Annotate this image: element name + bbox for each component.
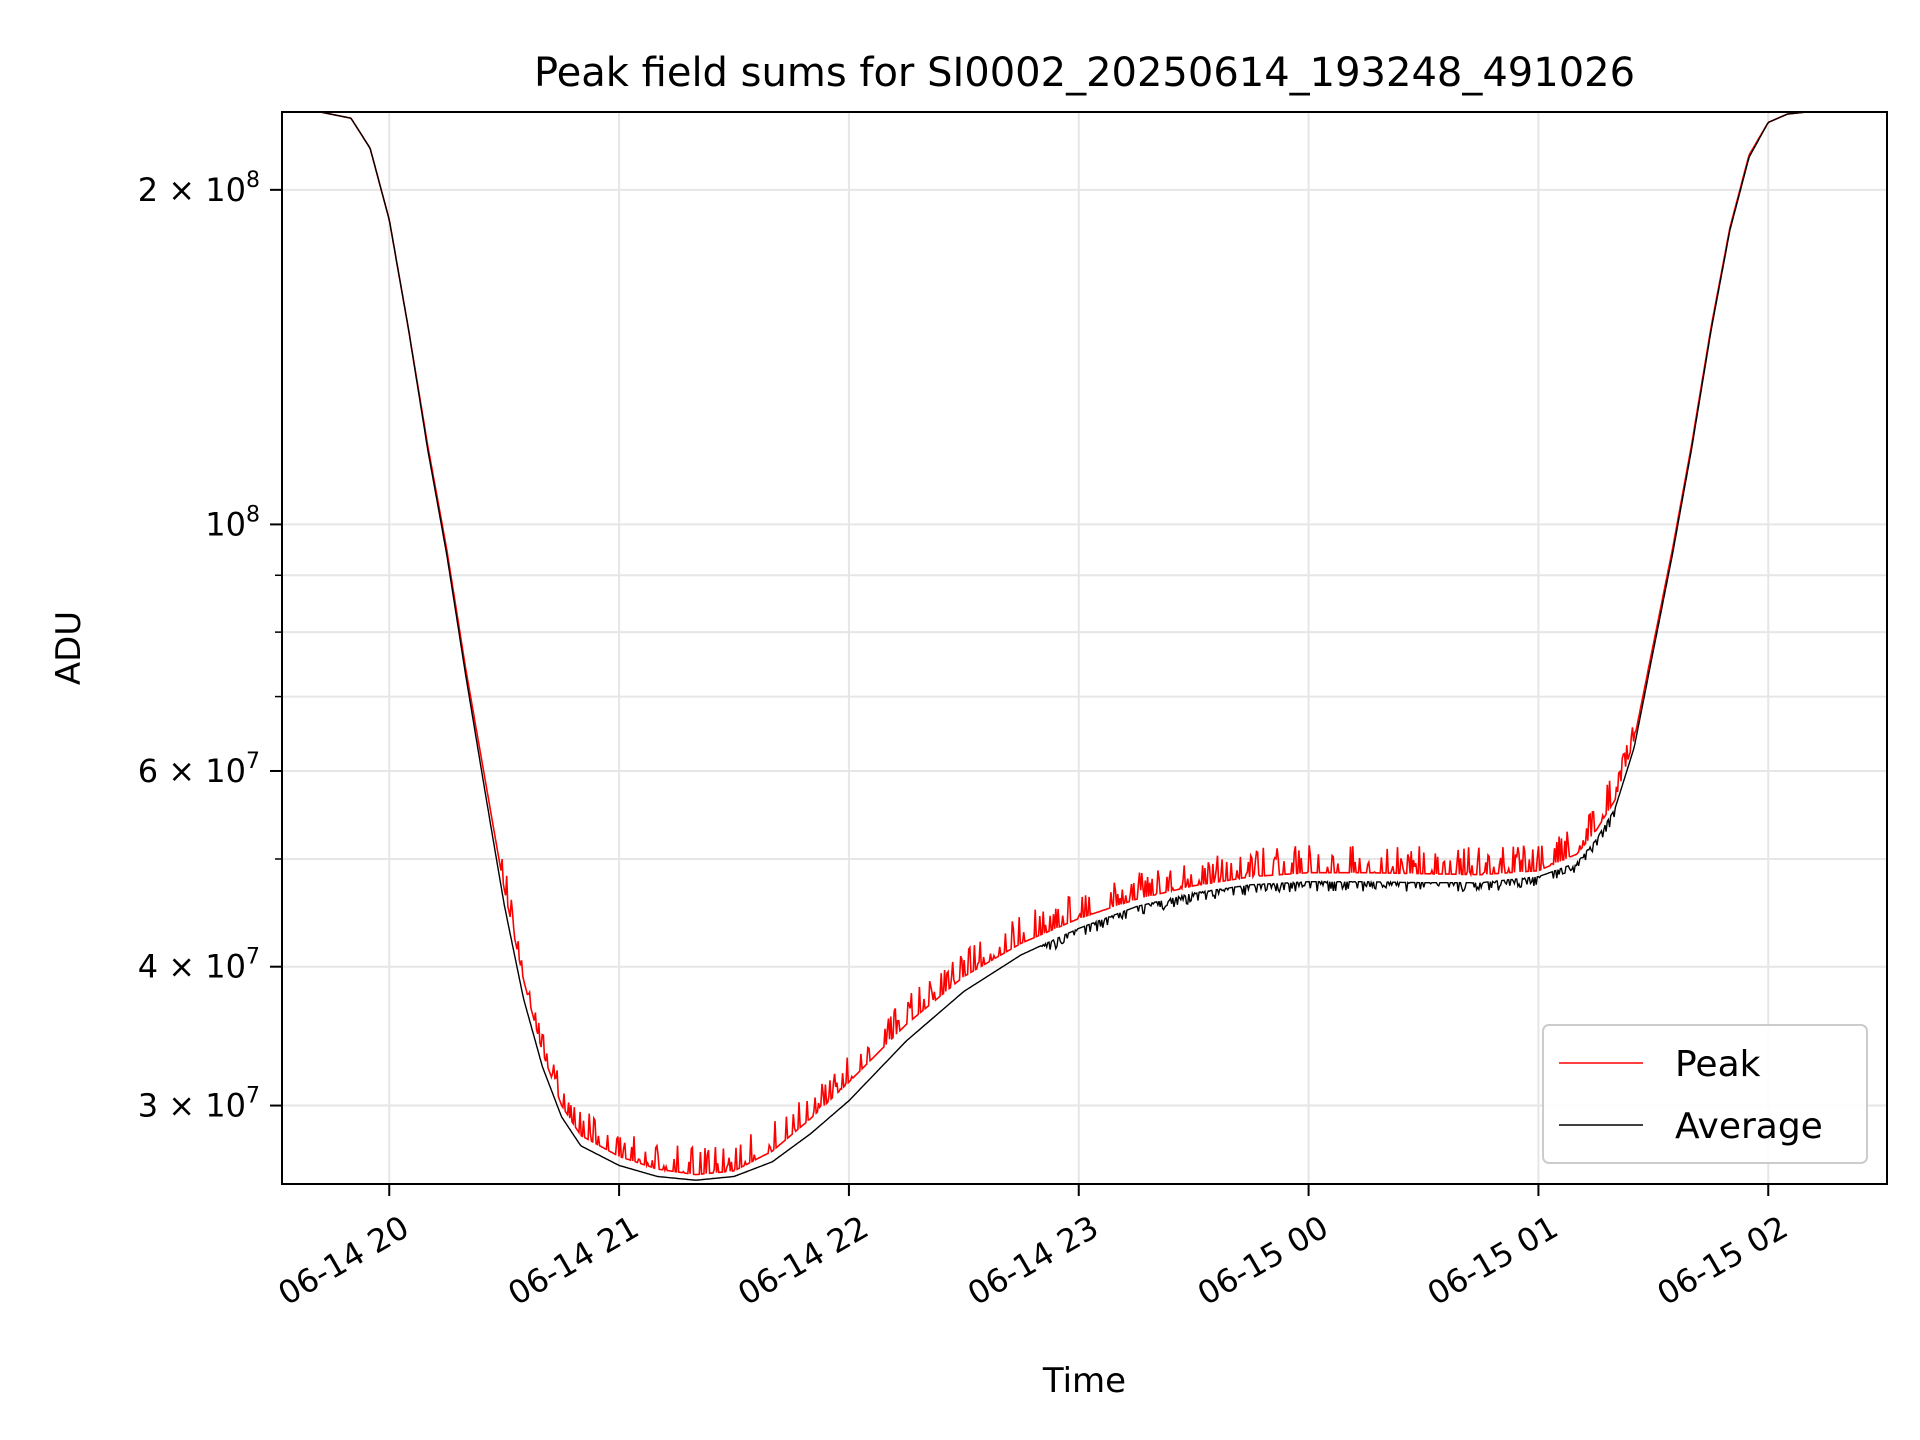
- chart-title: Peak field sums for SI0002_20250614_1932…: [534, 50, 1635, 96]
- y-tick-label: 108: [205, 502, 260, 543]
- y-axis: 3 × 107 4 × 107 6 × 107 108 2 × 108: [138, 168, 282, 1125]
- plot-lines: [282, 112, 1887, 1181]
- legend-box: [1542, 1024, 1868, 1164]
- y-axis-label: ADU: [49, 611, 89, 685]
- y-tick-label: 4 × 107: [138, 945, 260, 986]
- series-line-peak: [282, 112, 1887, 1176]
- gridlines: [282, 112, 1887, 1184]
- y-tick-label: 3 × 107: [138, 1084, 260, 1125]
- plot-frame: [281, 111, 1888, 1185]
- y-tick-label: 2 × 108: [138, 168, 260, 209]
- x-axis-label: Time: [1042, 1361, 1126, 1401]
- legend: Peak Average: [1542, 1024, 1868, 1164]
- series-line-average: [282, 112, 1887, 1181]
- legend-label-peak: Peak: [1675, 1044, 1761, 1085]
- legend-label-average: Average: [1675, 1106, 1823, 1147]
- y-tick-label: 6 × 107: [138, 749, 260, 790]
